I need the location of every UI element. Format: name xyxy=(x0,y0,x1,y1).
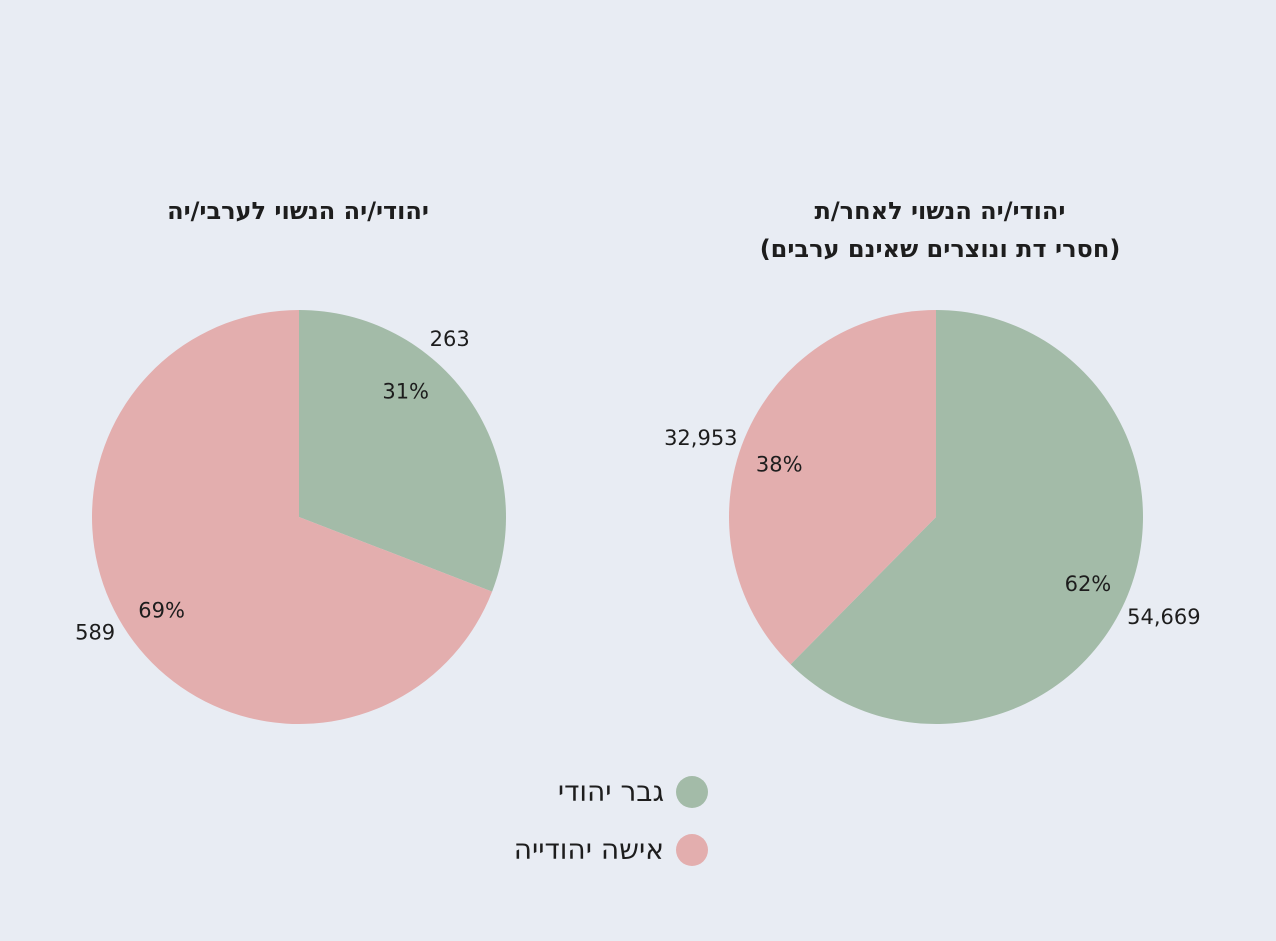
pie-chart-arab-spouse: 31% 263 69% 589 xyxy=(75,310,506,724)
legend-swatch-jewish-woman xyxy=(676,834,708,866)
pie-value-label: 589 xyxy=(75,621,115,645)
chart-title-other-spouse: יהודי/יה הנשוי לאחר/ת (חסרי דת ונוצרים ש… xyxy=(700,192,1180,268)
pie-percent-label: 69% xyxy=(138,598,185,622)
pie-value-label: 54,669 xyxy=(1127,605,1200,629)
pie-chart-other-spouse: 62% 54,669 38% 32,953 xyxy=(664,309,1201,724)
legend: גבר יהודי אישה יהודייה xyxy=(480,766,720,882)
chart-subtitle-line: (חסרי דת ונוצרים שאינם ערבים) xyxy=(759,235,1121,263)
pie-percent-label: 31% xyxy=(382,379,429,403)
pie-slice-jewish-man xyxy=(299,310,506,592)
pie-percent-label: 62% xyxy=(1065,572,1112,596)
pie-percent-label: 38% xyxy=(756,453,803,477)
legend-item-jewish-man: גבר יהודי xyxy=(480,766,720,824)
legend-item-jewish-woman: אישה יהודייה xyxy=(480,824,720,882)
pie-value-label: 263 xyxy=(430,327,470,351)
pie-slice-jewish-woman xyxy=(729,310,936,665)
pie-slice-jewish-man xyxy=(790,309,1143,724)
pie-value-label: 32,953 xyxy=(664,426,737,450)
legend-label-jewish-woman: אישה יהודייה xyxy=(513,833,664,866)
chart-title-line: יהודי/יה הנשוי לערבי/יה xyxy=(167,197,429,225)
legend-swatch-jewish-man xyxy=(676,776,708,808)
legend-label-jewish-man: גבר יהודי xyxy=(557,775,664,808)
chart-title-line: יהודי/יה הנשוי לאחר/ת xyxy=(814,197,1066,225)
pie-slice-jewish-woman xyxy=(92,310,493,724)
chart-title-arab-spouse: יהודי/יה הנשוי לערבי/יה xyxy=(98,192,498,230)
